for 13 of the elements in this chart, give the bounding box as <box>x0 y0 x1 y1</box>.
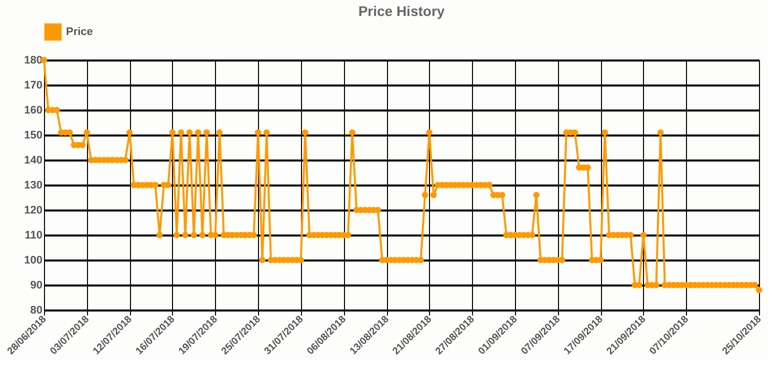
y-tick-label: 140 <box>24 154 42 166</box>
y-tick-label: 120 <box>24 204 42 216</box>
y-tick-label: 110 <box>24 230 42 242</box>
y-tick-label: 170 <box>24 80 42 92</box>
legend-label: Price <box>66 26 93 38</box>
y-tick-label: 80 <box>30 304 42 316</box>
y-tick-label: 180 <box>24 54 42 66</box>
y-tick-label: 90 <box>30 280 42 292</box>
y-tick-label: 100 <box>24 254 42 266</box>
chart-title: Price History <box>358 3 445 19</box>
y-tick-label: 150 <box>24 130 42 142</box>
y-tick-label: 130 <box>24 180 42 192</box>
y-tick-label: 160 <box>24 104 42 116</box>
